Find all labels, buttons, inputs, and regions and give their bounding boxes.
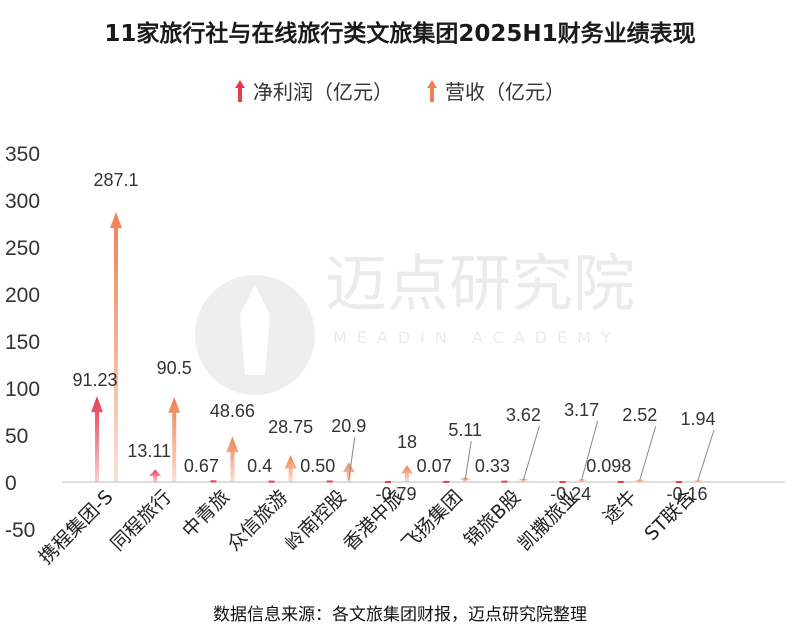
profit-bar xyxy=(617,480,624,483)
legend-revenue-label: 营收（亿元） xyxy=(445,80,565,104)
x-tick-label: 中青旅 xyxy=(178,486,234,542)
y-tick-label: 200 xyxy=(5,284,40,307)
profit-bar xyxy=(443,480,450,483)
legend-item-revenue: 营收（亿元） xyxy=(427,76,565,105)
profit-data-label: 13.11 xyxy=(127,441,171,461)
x-tick-label: 香港中旅 xyxy=(339,486,408,555)
revenue-data-label: 5.11 xyxy=(448,420,482,440)
label-leader-line xyxy=(581,420,599,481)
revenue-data-label: 48.66 xyxy=(210,401,255,421)
label-leader-line xyxy=(522,425,540,481)
watermark-logo-icon: 迈点研究院 MEADIN ACADEMY xyxy=(195,247,635,395)
profit-data-label: 0.33 xyxy=(475,456,510,476)
profit-bar xyxy=(149,469,162,482)
profit-data-label: -0.79 xyxy=(375,484,416,504)
label-leader-line xyxy=(348,436,356,481)
revenue-data-label: 2.52 xyxy=(622,405,657,425)
profit-data-label: -0.24 xyxy=(550,484,591,504)
revenue-data-label: 1.94 xyxy=(680,409,715,429)
revenue-data-label: 287.1 xyxy=(93,170,138,190)
revenue-bar xyxy=(401,465,413,482)
revenue-bar xyxy=(575,479,588,482)
source-note: 数据信息来源：各文旅集团财报，迈点研究院整理 xyxy=(213,605,587,625)
watermark-text-en: MEADIN ACADEMY xyxy=(333,328,621,347)
revenue-bar xyxy=(342,462,355,482)
y-tick-label: 250 xyxy=(5,237,40,260)
profit-bar xyxy=(268,480,275,483)
profit-data-label: 0.098 xyxy=(586,456,631,476)
revenue-data-label: 90.5 xyxy=(157,358,192,378)
revenue-bar xyxy=(168,396,181,482)
watermark: 迈点研究院 MEADIN ACADEMY xyxy=(195,225,635,399)
y-tick-label: 150 xyxy=(5,331,40,354)
profit-data-label: 0.07 xyxy=(417,456,452,476)
revenue-bar xyxy=(633,479,646,482)
revenue-bar xyxy=(517,478,530,482)
x-tick-label: 岭南控股 xyxy=(281,486,350,555)
label-leader-line xyxy=(464,440,472,481)
revenue-data-label: 28.75 xyxy=(268,417,313,437)
label-leader-line xyxy=(697,429,715,481)
profit-bar xyxy=(385,481,391,483)
y-tick-label: 0 xyxy=(5,472,17,495)
y-tick-label: 300 xyxy=(5,190,40,213)
profit-data-label: -0.16 xyxy=(666,484,707,504)
watermark-text-cn: 迈点研究院 xyxy=(325,247,635,320)
x-tick-label: 携程集团-S xyxy=(35,486,118,569)
legend-profit-arrow-icon xyxy=(235,79,245,102)
revenue-bar xyxy=(110,212,122,482)
x-tick-label: 途牛 xyxy=(599,486,641,528)
revenue-bar xyxy=(692,480,704,482)
profit-bar xyxy=(676,481,682,483)
revenue-bar xyxy=(284,454,297,482)
label-leader-line xyxy=(639,425,657,481)
profit-data-label: 0.67 xyxy=(184,456,219,476)
profit-data-label: 0.50 xyxy=(300,456,335,476)
revenue-bar xyxy=(226,436,239,482)
y-tick-label: 350 xyxy=(5,143,40,166)
profit-bar xyxy=(501,480,508,483)
legend-revenue-arrow-icon xyxy=(427,79,437,102)
revenue-data-label: 18 xyxy=(397,432,417,452)
profit-data-label: 91.23 xyxy=(72,370,117,390)
profit-bar xyxy=(559,481,566,483)
profit-bar xyxy=(326,480,333,483)
chart-legend: 净利润（亿元） 营收（亿元） xyxy=(0,76,800,105)
legend-profit-label: 净利润（亿元） xyxy=(253,80,393,104)
revenue-data-label: 3.17 xyxy=(564,400,599,420)
x-tick-label: 同程旅行 xyxy=(106,486,175,555)
x-tick-label: 众信旅游 xyxy=(223,486,292,555)
x-tick-label: 凯撒旅业 xyxy=(514,486,583,555)
profit-bar xyxy=(210,480,217,483)
revenue-data-label: 20.9 xyxy=(331,416,366,436)
y-tick-label: -50 xyxy=(5,519,35,542)
chart-title: 11家旅行社与在线旅行类文旅集团2025H1财务业绩表现 xyxy=(104,21,696,47)
revenue-data-label: 3.62 xyxy=(506,405,541,425)
y-tick-label: 100 xyxy=(5,378,40,401)
profit-data-label: 0.4 xyxy=(247,456,272,476)
profit-bar xyxy=(91,396,103,482)
y-tick-label: 50 xyxy=(5,425,28,448)
legend-item-profit: 净利润（亿元） xyxy=(235,76,393,105)
